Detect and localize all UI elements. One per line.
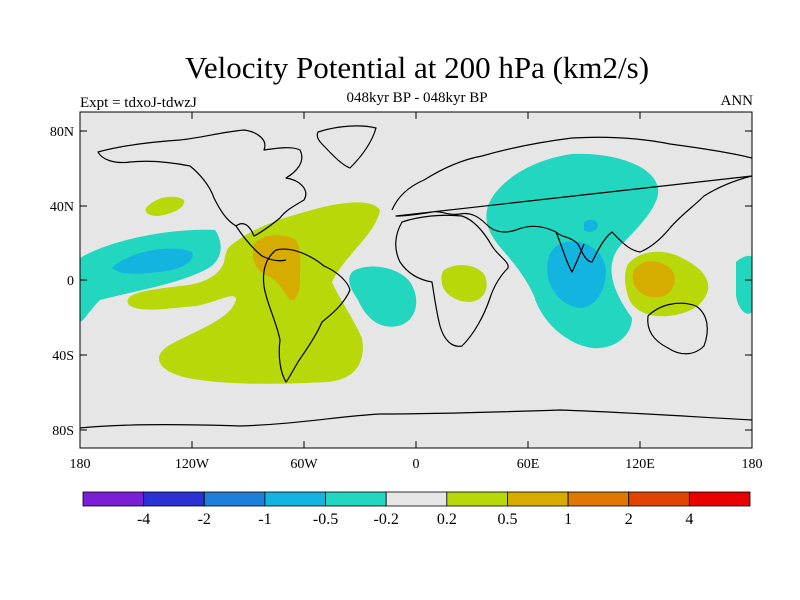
colorbar-swatch — [203, 491, 266, 507]
positive-anomaly-americas — [127, 202, 380, 384]
negative-anomaly-asia-small — [584, 219, 598, 233]
positive-anomaly-north-pacific — [145, 196, 185, 216]
coastline-australia — [647, 302, 708, 355]
x-tick-labels: 180 120W 60W 0 60E 120E 180 — [70, 457, 763, 472]
colorbar-label: 0.5 — [497, 511, 517, 528]
x-axis-ticks — [79, 112, 753, 448]
colorbar-swatch — [507, 491, 569, 507]
x-tick-label: 0 — [413, 457, 420, 472]
colorbar-label: -4 — [137, 511, 150, 528]
colorbar-swatch — [264, 491, 326, 507]
x-tick-label: 180 — [70, 457, 91, 472]
colorbar-swatch — [143, 491, 205, 507]
coastline-north-america — [97, 129, 307, 237]
season-label: ANN — [720, 93, 754, 109]
map-title: Velocity Potential at 200 hPa (km2/s) — [184, 50, 650, 85]
x-tick-label: 180 — [742, 457, 763, 472]
coastline-central-america — [235, 225, 287, 262]
coastline-india — [555, 231, 585, 273]
y-tick-label: 80S — [52, 424, 74, 439]
colorbar-label: -0.5 — [313, 511, 338, 528]
y-tick-label: 80N — [50, 125, 74, 140]
y-tick-labels: 80N 40N 0 40S 80S — [50, 125, 74, 439]
colorbar-label: 1 — [564, 511, 572, 528]
colorbar: -4 -2 -1 -0.5 -0.2 0.2 0.5 1 2 4 — [82, 491, 751, 528]
y-tick-label: 0 — [67, 274, 74, 289]
coastline-greenland — [316, 125, 377, 169]
colorbar-label: -0.2 — [374, 511, 399, 528]
positive-anomaly-africa — [441, 265, 487, 302]
time-period-label: 048kyr BP - 048kyr BP — [346, 90, 488, 106]
colorbar-swatch — [688, 491, 751, 507]
coastline-africa — [395, 214, 509, 347]
colorbar-label: 0.2 — [437, 511, 457, 528]
colorbar-label: 4 — [685, 511, 693, 528]
experiment-label: Expt = tdxoJ-tdwzJ — [80, 95, 197, 111]
coastlines — [80, 125, 752, 429]
colorbar-label: -2 — [198, 511, 211, 528]
y-tick-label: 40S — [52, 349, 74, 364]
negative-anomaly-pacific-east — [736, 255, 752, 314]
colorbar-swatch — [325, 491, 387, 507]
velocity-potential-field — [80, 153, 752, 384]
colorbar-swatch — [446, 491, 508, 507]
colorbar-label: 2 — [625, 511, 633, 528]
coastline-europe-asia — [391, 136, 752, 263]
colorbar-label: -1 — [258, 511, 271, 528]
x-tick-label: 60W — [290, 457, 318, 472]
x-tick-label: 120W — [175, 457, 210, 472]
negative-anomaly-pacific-west-inner — [112, 248, 193, 274]
negative-anomaly-atlantic — [349, 266, 417, 327]
positive-core-south-america — [252, 235, 301, 301]
positive-core-maritime-continent — [632, 261, 675, 298]
negative-anomaly-indian-ocean-inner — [547, 241, 606, 308]
colorbar-swatch — [82, 491, 145, 507]
x-tick-label: 60E — [517, 457, 540, 472]
colorbar-swatch — [567, 491, 630, 507]
x-tick-label: 120E — [625, 457, 655, 472]
y-tick-label: 40N — [50, 200, 74, 215]
coastline-antarctica — [80, 409, 752, 429]
colorbar-swatch — [385, 491, 448, 507]
y-axis-ticks — [80, 130, 752, 431]
coastline-south-america — [262, 248, 351, 383]
colorbar-swatch — [628, 491, 690, 507]
